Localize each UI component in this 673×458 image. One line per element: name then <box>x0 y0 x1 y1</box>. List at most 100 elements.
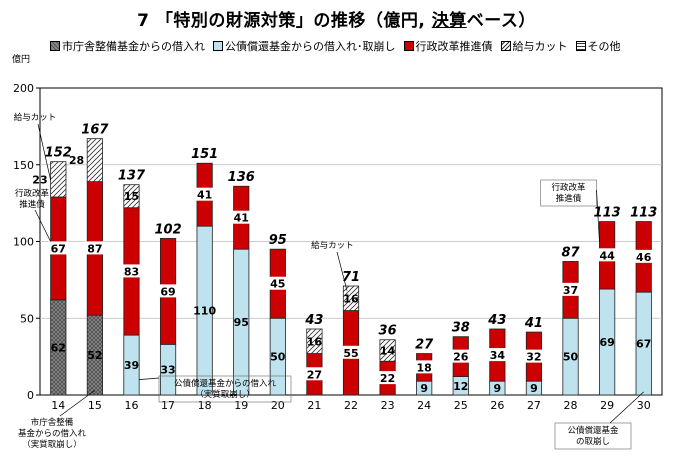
bar-segment-kyuyo <box>342 285 360 311</box>
legend-swatch-other <box>575 41 586 51</box>
data-label-gyosei: 41 <box>197 189 212 202</box>
annotation-line <box>34 209 51 242</box>
x-tick-label: 25 <box>454 399 468 412</box>
data-label-gyosei: 18 <box>417 361 432 374</box>
total-label: 137 <box>118 169 146 184</box>
x-tick-label: 14 <box>51 399 65 412</box>
x-tick-label: 16 <box>124 399 138 412</box>
legend-label: 公債償還基金からの借入れ･取崩し <box>225 40 396 53</box>
annotation-gyosei_14: 行政改革推進債 <box>15 188 50 210</box>
total-label: 36 <box>379 324 397 339</box>
total-label: 136 <box>228 170 255 185</box>
data-label-koseki: 9 <box>494 382 502 395</box>
label-bg <box>158 284 179 298</box>
svg-text:（実質取崩し）: （実質取崩し） <box>22 439 82 450</box>
x-tick-label: 19 <box>234 399 248 412</box>
data-label-koseki: 33 <box>160 364 175 377</box>
data-label-gyosei: 45 <box>270 278 285 291</box>
legend: 市庁舎整備基金からの借入れ 公債償還基金からの借入れ･取崩し 行政改革推進債 給与カッ… <box>50 38 621 54</box>
data-label-gyosei: 26 <box>453 351 469 364</box>
total-label: 43 <box>304 313 323 328</box>
y-tick-label: 100 <box>13 236 34 249</box>
legend-item-koseki: 公債償還基金からの借入れ･取崩し <box>213 38 396 54</box>
data-label-koseki: 9 <box>420 382 428 395</box>
annotation-kyuyo_14: 給与カット <box>14 112 57 123</box>
svg-text:公債償還基金からの借入れ: 公債償還基金からの借入れ <box>174 378 277 389</box>
data-label-gyosei: 44 <box>599 249 615 262</box>
data-label-gyosei: 27 <box>307 368 322 381</box>
bar-segment-kyuyo <box>123 184 140 209</box>
svg-text:推進債: 推進債 <box>556 193 582 204</box>
label-bg <box>267 276 288 290</box>
total-label: 167 <box>81 123 109 138</box>
total-label: 95 <box>269 233 287 248</box>
total-label: 151 <box>191 147 218 162</box>
svg-text:基金からの借入れ: 基金からの借入れ <box>18 428 87 439</box>
data-label-koseki: 50 <box>563 351 579 364</box>
label-bg <box>633 249 654 263</box>
label-bg <box>48 241 69 255</box>
svg-text:公債償還基金: 公債償還基金 <box>567 425 619 436</box>
svg-text:市庁舎整備: 市庁舎整備 <box>31 417 74 428</box>
data-label-koseki: 9 <box>530 382 538 395</box>
annotation-line <box>336 251 348 291</box>
data-label-gyosei: 55 <box>343 347 358 360</box>
data-label-kyuyo: 14 <box>380 344 396 357</box>
legend-label: その他 <box>587 40 621 53</box>
x-tick-label: 15 <box>88 399 102 412</box>
data-label-koseki: 95 <box>234 316 249 329</box>
annotation-line <box>609 391 644 424</box>
label-bg <box>341 345 361 359</box>
x-tick-label: 24 <box>417 399 431 412</box>
label-bg <box>487 348 508 362</box>
data-label-koseki: 50 <box>270 351 286 364</box>
data-label-gyosei: 32 <box>526 351 541 364</box>
annotation-line <box>596 189 600 242</box>
total-label: 102 <box>154 222 181 237</box>
annotation-line <box>59 390 96 417</box>
data-label-gyosei: 87 <box>87 242 102 255</box>
title-underlined: 決算 <box>431 11 467 31</box>
legend-item-kyuyo: 給与カット <box>500 38 568 54</box>
data-label-kyuyo: 28 <box>69 154 84 167</box>
annotation-gyosei_29: 行政改革推進債 <box>540 179 597 207</box>
legend-swatch-koseki <box>213 41 223 51</box>
label-bg <box>523 349 544 363</box>
legend-label: 行政改革推進債 <box>415 40 493 53</box>
total-label: 87 <box>561 245 580 260</box>
svg-text:給与カット: 給与カット <box>14 112 57 123</box>
data-label-gyosei: 41 <box>234 212 249 225</box>
legend-item-shicho: 市庁舎整備基金からの借入れ <box>50 38 205 54</box>
data-label-gyosei: 37 <box>563 284 578 297</box>
x-tick-label: 21 <box>307 399 321 412</box>
legend-swatch-kyuyo <box>500 41 511 51</box>
label-bg <box>414 360 435 374</box>
svg-text:の取崩し: の取崩し <box>576 436 610 447</box>
legend-item-gyosei: 行政改革推進債 <box>403 38 493 54</box>
data-label-kyuyo: 15 <box>124 190 139 203</box>
data-label-shicho: 62 <box>51 341 66 354</box>
svg-text:行政改革: 行政改革 <box>15 188 50 199</box>
chart-title: 7 「特別の財源対策」の推移（億円, 決算ベース） <box>137 11 536 31</box>
label-bg <box>121 264 142 278</box>
data-label-kyuyo: 23 <box>32 173 47 186</box>
svg-text:推進債: 推進債 <box>19 199 45 210</box>
svg-text:給与カット: 給与カット <box>311 240 354 251</box>
y-tick-label: 200 <box>13 82 34 95</box>
y-tick-label: 50 <box>20 312 34 325</box>
bar-segment-kyuyo <box>306 328 323 354</box>
data-label-koseki: 12 <box>453 380 468 393</box>
label-bg <box>560 282 581 296</box>
data-label-gyosei: 46 <box>636 251 652 264</box>
total-label: 152 <box>45 146 72 161</box>
label-bg <box>377 371 398 385</box>
label-bg <box>450 349 471 363</box>
x-tick-label: 26 <box>490 399 504 412</box>
total-label: 38 <box>452 321 470 336</box>
data-label-koseki: 69 <box>599 336 614 349</box>
label-bg <box>597 248 618 262</box>
legend-label: 給与カット <box>512 40 568 53</box>
annotation-line <box>37 123 51 181</box>
